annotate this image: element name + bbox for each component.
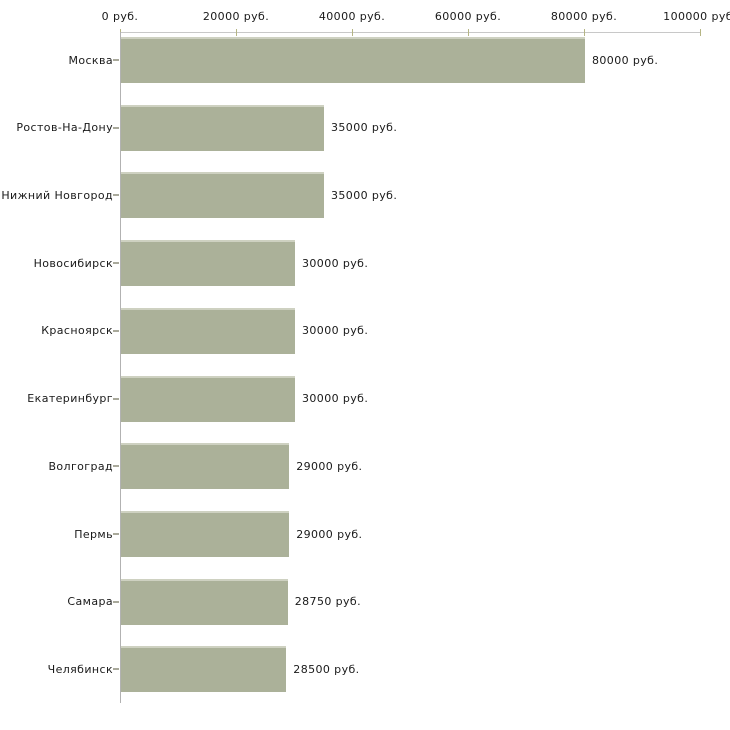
category-label: Екатеринбург	[27, 392, 113, 406]
y-axis-tick	[113, 329, 119, 332]
bar	[121, 104, 324, 151]
category-label: Челябинск	[47, 662, 113, 676]
y-axis-tick	[113, 397, 119, 400]
x-axis-tick-label: 100000 руб.	[663, 10, 730, 23]
bar	[121, 307, 295, 354]
value-label: 30000 руб.	[302, 392, 369, 406]
chart-row: Красноярск 30000 руб.	[41, 307, 369, 354]
bar	[121, 646, 287, 693]
y-axis-tick	[113, 126, 119, 129]
x-axis-tick-label: 20000 руб.	[202, 10, 270, 23]
y-axis-tick	[113, 59, 119, 61]
chart-row: Москва 80000 руб.	[68, 37, 659, 83]
bar	[121, 375, 295, 422]
x-axis-tick-label: 60000 руб.	[434, 10, 502, 23]
chart-row: Екатеринбург 30000 руб.	[27, 375, 369, 422]
chart-row: Пермь 29000 руб.	[74, 511, 363, 558]
chart-row: Ростов-На-Дону 35000 руб.	[16, 104, 398, 151]
chart-row: Самара 28750 руб.	[67, 578, 362, 625]
chart-row: Нижний Новгород 35000 руб.	[1, 172, 398, 219]
y-axis-tick	[113, 600, 119, 603]
value-label: 35000 руб.	[331, 121, 398, 135]
chart-row: Волгоград 29000 руб.	[48, 443, 363, 490]
x-axis-tick	[584, 29, 585, 36]
value-label: 35000 руб.	[331, 188, 398, 202]
category-label: Нижний Новгород	[1, 188, 113, 202]
x-axis-tick	[468, 29, 469, 36]
value-label: 30000 руб.	[302, 256, 369, 270]
bar	[121, 578, 288, 625]
category-label: Пермь	[74, 527, 113, 541]
bar	[121, 511, 290, 558]
bar	[121, 172, 324, 219]
category-label: Ростов-На-Дону	[16, 121, 113, 135]
x-axis-tick-label: 40000 руб.	[318, 10, 386, 23]
x-axis-tick	[236, 29, 237, 36]
x-axis-tick-label: 80000 руб.	[550, 10, 618, 23]
value-label: 30000 руб.	[302, 324, 369, 338]
category-label: Волгоград	[48, 459, 113, 473]
y-axis-tick	[113, 533, 119, 536]
value-label: 29000 руб.	[296, 527, 363, 541]
y-axis-tick	[113, 668, 119, 671]
x-axis-line	[120, 29, 701, 36]
y-axis-tick	[113, 194, 119, 197]
category-label: Новосибирск	[33, 256, 113, 270]
y-axis-line	[120, 32, 121, 703]
chart-row: Новосибирск 30000 руб.	[34, 240, 369, 287]
bar	[121, 37, 585, 83]
y-axis-tick	[113, 262, 119, 265]
bar	[121, 443, 290, 490]
bar	[121, 240, 295, 287]
x-axis-tick	[352, 29, 353, 36]
category-label: Самара	[67, 595, 113, 609]
value-label: 28500 руб.	[293, 662, 360, 676]
y-axis-tick	[113, 465, 119, 468]
x-axis-tick	[700, 29, 701, 36]
value-label: 28750 руб.	[294, 595, 362, 609]
category-label: Красноярск	[41, 324, 113, 338]
category-label: Москва	[68, 53, 113, 67]
value-label: 29000 руб.	[296, 459, 363, 473]
x-axis-tick-label: 0 руб.	[101, 10, 139, 23]
value-label: 80000 руб.	[592, 53, 659, 67]
chart-row: Челябинск 28500 руб.	[48, 646, 360, 693]
